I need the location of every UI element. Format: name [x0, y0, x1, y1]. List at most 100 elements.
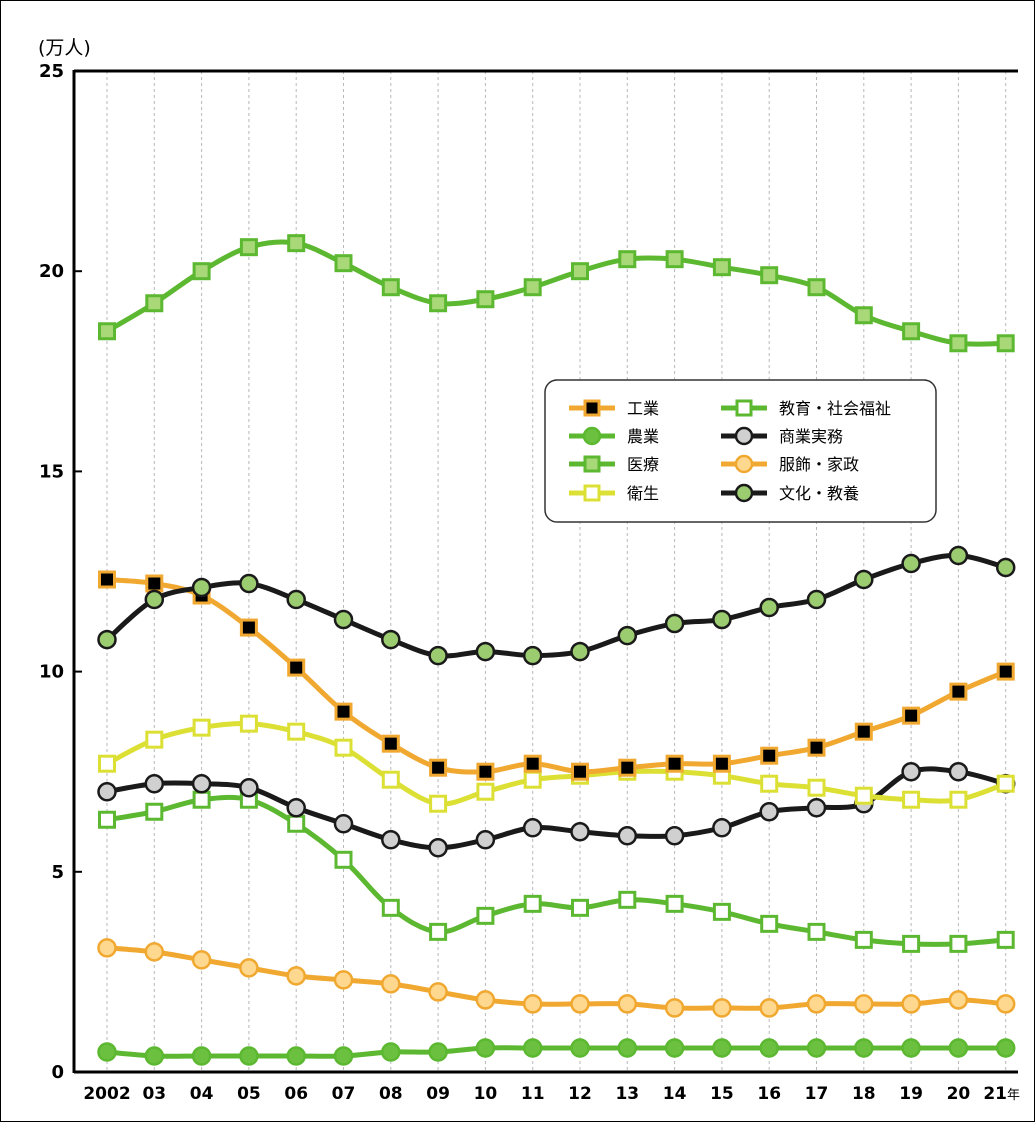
data-point-1	[144, 1046, 165, 1066]
y-tick-labels: 0 5 10 15 20 25	[39, 61, 64, 1083]
data-point-6	[995, 994, 1016, 1014]
data-point-2	[287, 234, 306, 253]
data-point-5	[664, 826, 685, 846]
data-point-2	[98, 322, 116, 341]
data-point-2	[381, 278, 400, 297]
series-layer	[97, 234, 1016, 1066]
data-point-3	[239, 714, 258, 733]
data-point-1	[97, 1042, 117, 1062]
data-point-7	[239, 573, 259, 594]
legend-item-6: 服飾・家政	[721, 454, 859, 474]
data-point-0	[760, 746, 779, 765]
data-point-3	[381, 770, 400, 789]
data-point-0	[571, 762, 589, 781]
data-point-5	[475, 830, 496, 850]
data-point-7	[712, 609, 732, 630]
data-point-1	[617, 1038, 638, 1058]
y-tick-label: 5	[51, 862, 64, 883]
y-tick-label: 10	[39, 662, 64, 683]
data-point-4	[429, 922, 448, 941]
legend-label: 服飾・家政	[779, 455, 859, 474]
x-tick-labels: 2002 03 04 05 06 07 08 09 10 11 12 13 14 15 16 17 18 19 20…	[83, 1084, 1020, 1104]
data-point-4	[523, 894, 542, 913]
data-point-1	[948, 1038, 969, 1058]
legend-label: 医療	[627, 455, 659, 474]
data-point-0	[665, 754, 684, 773]
x-tick-label: 06	[284, 1084, 308, 1104]
data-point-6	[522, 994, 543, 1014]
y-tick-label: 25	[39, 61, 64, 82]
data-point-0	[476, 762, 495, 781]
data-point-4	[902, 934, 921, 953]
data-point-0	[949, 682, 968, 701]
data-point-legend-6	[734, 454, 754, 474]
x-tick-label: 11	[521, 1084, 545, 1104]
x-tick-label: 04	[190, 1084, 214, 1104]
data-point-1	[381, 1042, 401, 1062]
data-point-5	[948, 761, 969, 782]
data-point-5	[97, 781, 117, 802]
data-point-7	[854, 569, 874, 590]
data-point-legend-1	[582, 426, 602, 446]
data-point-3	[145, 730, 164, 749]
data-point-6	[806, 994, 827, 1014]
y-tick-label: 0	[51, 1062, 64, 1083]
legend-label: 衛生	[627, 484, 659, 503]
data-point-1	[286, 1046, 306, 1066]
data-point-1	[475, 1038, 496, 1058]
data-point-4	[145, 802, 164, 821]
data-point-3	[476, 782, 495, 801]
series-7	[97, 545, 1016, 666]
legend-item-1: 農業	[569, 426, 659, 446]
legend-item-7: 文化・教養	[721, 483, 859, 503]
x-tick-label: 09	[426, 1084, 450, 1104]
data-point-3	[996, 774, 1015, 793]
x-tick-label: 10	[474, 1084, 498, 1104]
data-point-3	[760, 774, 779, 793]
data-point-1	[333, 1046, 354, 1066]
x-tick-label: 20	[947, 1084, 971, 1104]
x-tick-label: 21年	[983, 1084, 1020, 1104]
legend-label: 教育・社会福祉	[779, 399, 891, 418]
data-point-3	[429, 794, 448, 813]
data-point-3	[902, 790, 921, 809]
y-tick-label: 15	[39, 461, 64, 482]
series-0	[98, 570, 1015, 781]
x-tick-label: 12	[568, 1084, 592, 1104]
data-point-2	[523, 278, 542, 297]
data-point-2	[476, 290, 495, 309]
legend-label: 文化・教養	[779, 484, 859, 503]
data-point-5	[522, 818, 543, 838]
data-point-1	[712, 1038, 732, 1058]
data-point-5	[286, 797, 306, 818]
x-tick-label: 03	[142, 1084, 166, 1104]
data-point-0	[381, 734, 400, 753]
data-point-0	[334, 702, 353, 721]
data-point-3	[287, 722, 306, 741]
data-point-7	[381, 629, 401, 650]
data-point-5	[712, 818, 732, 838]
x-tick-label: 15	[710, 1084, 734, 1104]
data-point-legend-2	[583, 455, 601, 473]
x-tick-label: 13	[615, 1084, 639, 1104]
data-point-3	[192, 718, 211, 737]
data-point-0	[287, 658, 306, 677]
data-point-2	[192, 262, 211, 281]
data-point-5	[144, 773, 165, 794]
data-point-4	[476, 906, 495, 925]
data-point-4	[381, 898, 400, 917]
data-point-7	[570, 641, 590, 662]
data-point-5	[759, 801, 779, 822]
legend-item-4: 教育・社会福祉	[721, 399, 891, 418]
data-point-7	[759, 597, 779, 618]
series-2	[98, 234, 1015, 353]
data-point-7	[191, 577, 212, 598]
data-point-2	[665, 250, 684, 269]
data-point-2	[571, 262, 589, 281]
data-point-6	[286, 966, 306, 986]
data-point-2	[334, 254, 353, 273]
data-point-4	[712, 902, 731, 921]
data-point-6	[854, 994, 874, 1014]
